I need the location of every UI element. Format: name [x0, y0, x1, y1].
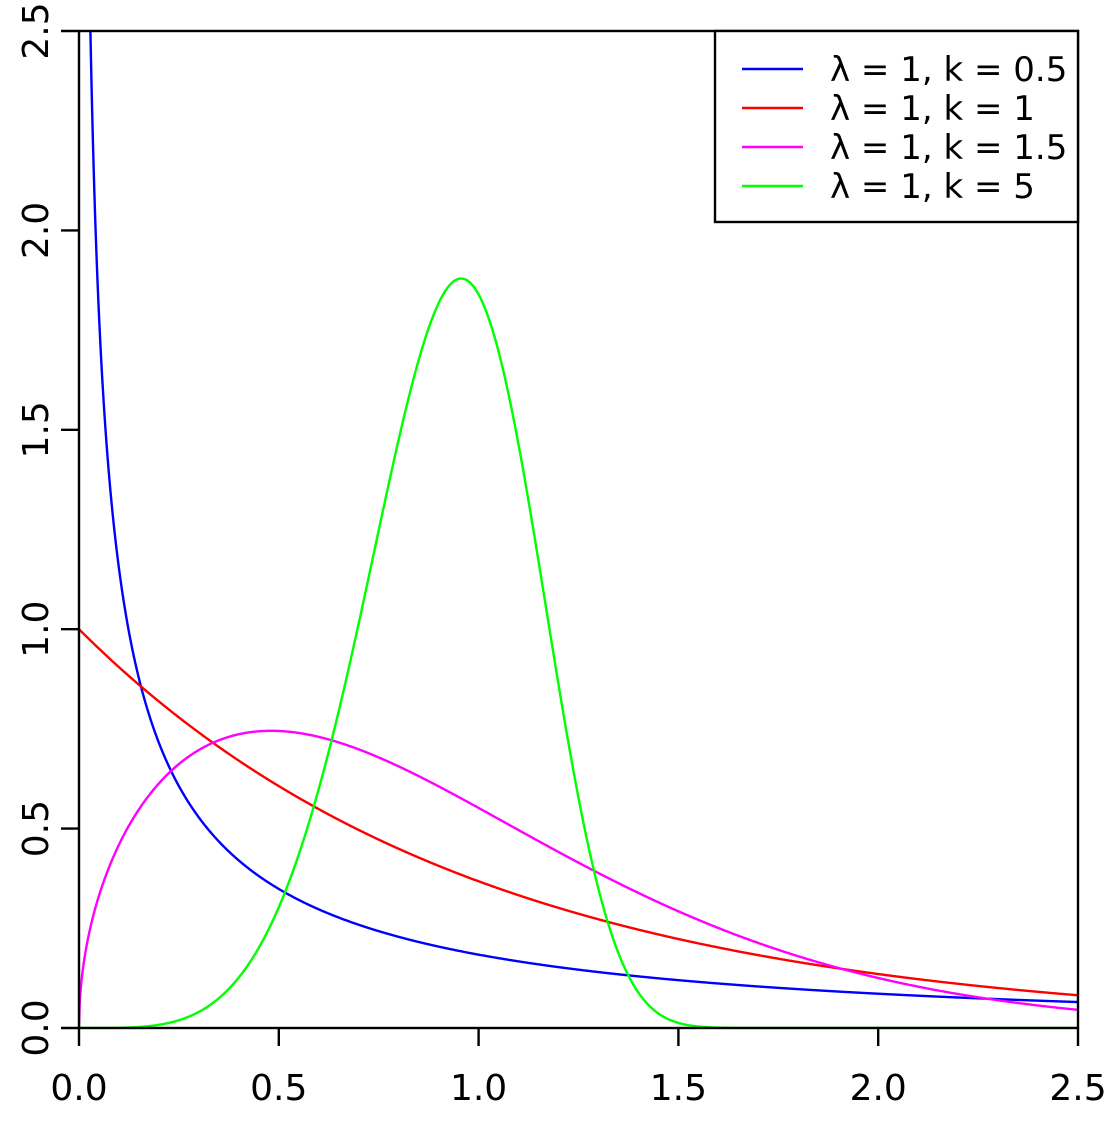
legend-label: λ = 1, k = 0.5	[830, 50, 1067, 90]
legend-label: λ = 1, k = 5	[830, 167, 1035, 207]
y-tick-label: 0.0	[16, 999, 57, 1056]
legend-label: λ = 1, k = 1.5	[830, 128, 1067, 168]
legend-box	[713, 29, 1080, 224]
plot-frame	[77, 29, 1080, 1030]
series-line-1	[79, 628, 1078, 997]
legend: λ = 1, k = 0.5λ = 1, k = 1λ = 1, k = 1.5…	[713, 29, 1080, 224]
y-tick-label: 1.5	[16, 401, 57, 458]
x-tick-label: 0.5	[250, 1068, 307, 1109]
series-layer	[79, 31, 1078, 1028]
x-tick-label: 1.5	[650, 1068, 707, 1109]
axes-layer: 0.0 0.5 1.0 1.5 2.0 2.5 0.0 0.5 1.0 1.5 2.0 2.5	[16, 2, 1107, 1109]
x-tick-label: 0.0	[50, 1068, 107, 1109]
x-tick-label: 1.0	[450, 1068, 507, 1109]
y-tick-label: 1.0	[16, 601, 57, 658]
legend-label: λ = 1, k = 1	[830, 89, 1035, 129]
y-tick-label: 0.5	[16, 800, 57, 857]
y-tick-label: 2.5	[16, 2, 57, 59]
y-tick-label: 2.0	[16, 202, 57, 259]
series-line-2	[79, 729, 1078, 1028]
x-tick-label: 2.0	[850, 1068, 907, 1109]
series-line-0	[89, 31, 1078, 1004]
series-line-3	[79, 277, 1078, 1028]
x-tick-label: 2.5	[1049, 1068, 1106, 1109]
